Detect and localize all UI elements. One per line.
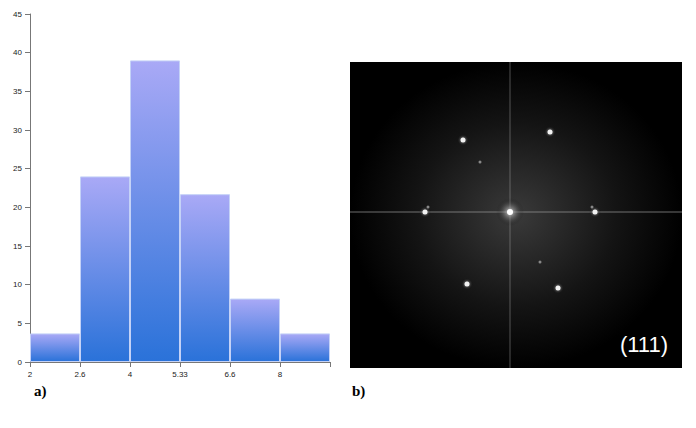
svg-text:45: 45 bbox=[13, 10, 22, 19]
svg-text:(111): (111) bbox=[620, 332, 668, 357]
html-text:b): b) bbox=[352, 383, 366, 399]
svg-text:15: 15 bbox=[13, 242, 22, 251]
svg-text:5: 5 bbox=[18, 319, 23, 328]
svg-text:2: 2 bbox=[28, 370, 33, 379]
svg-text:2.6: 2.6 bbox=[74, 370, 86, 379]
html-text:a): a) bbox=[34, 383, 47, 399]
svg-text:30: 30 bbox=[13, 126, 22, 135]
svg-text:25: 25 bbox=[13, 164, 22, 173]
svg-text:40: 40 bbox=[13, 48, 22, 57]
svg-text:5.33: 5.33 bbox=[172, 370, 188, 379]
svg-text:20: 20 bbox=[13, 203, 22, 212]
svg-text:6.6: 6.6 bbox=[224, 370, 236, 379]
svg-text:35: 35 bbox=[13, 87, 22, 96]
svg-text:4: 4 bbox=[128, 370, 133, 379]
svg-text:10: 10 bbox=[13, 280, 22, 289]
svg-text:8: 8 bbox=[278, 370, 283, 379]
svg-text:0: 0 bbox=[18, 358, 23, 367]
